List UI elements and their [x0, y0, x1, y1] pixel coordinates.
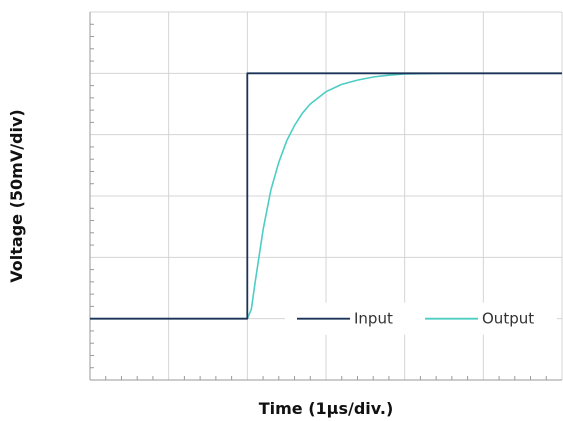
x-axis-label: Time (1µs/div.): [259, 399, 394, 418]
legend: Input Output: [285, 302, 557, 335]
series-line-output: [90, 72, 562, 320]
legend-label-input: Input: [354, 310, 393, 328]
y-axis-label: Voltage (50mV/div): [7, 109, 26, 282]
legend-label-output: Output: [482, 310, 534, 328]
series-lines: [90, 72, 562, 320]
series-line-input: [90, 72, 562, 320]
